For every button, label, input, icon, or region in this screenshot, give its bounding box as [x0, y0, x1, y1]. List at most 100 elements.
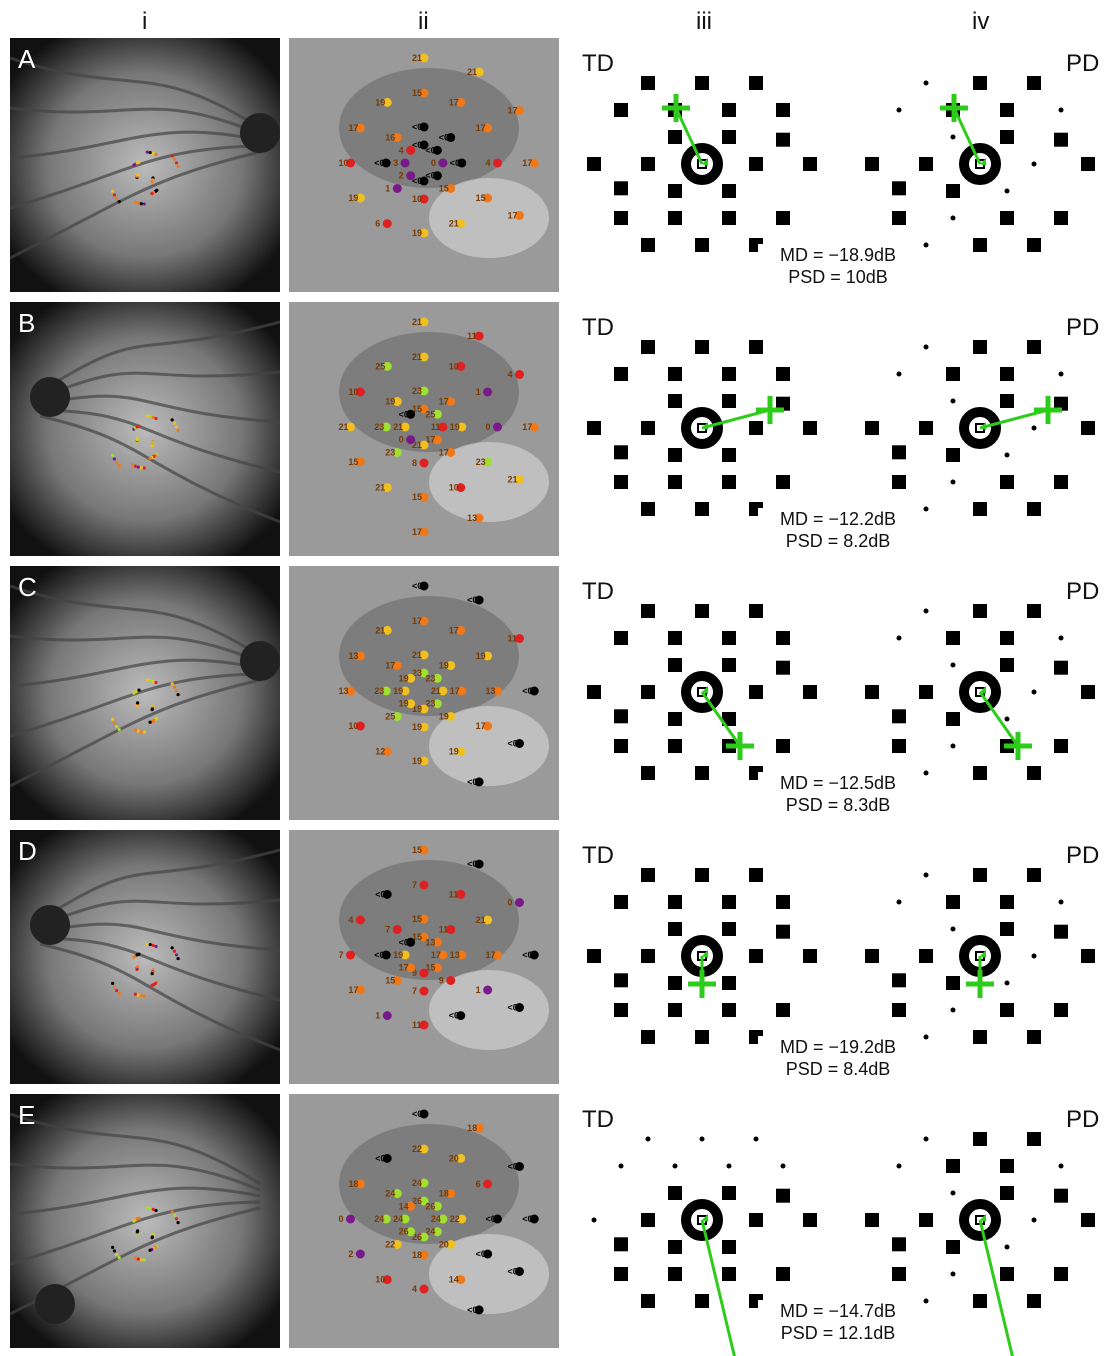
vf-point-normal [1004, 1244, 1010, 1250]
threshold-point [474, 859, 484, 869]
vf-point-depressed [892, 709, 906, 724]
vf-point-depressed [946, 895, 960, 909]
fundus-stimulus-dot [136, 437, 140, 441]
vf-point-normal [1058, 635, 1064, 641]
vf-point-normal [1058, 107, 1064, 113]
fundus-stimulus-dot [142, 730, 146, 734]
microperimetry-image: 15 13 17 15 9 17 19 <0 15 11 13 9 7 15 <0 7 7 11 21 17 1 <0 11… [289, 830, 559, 1084]
vf-point-normal [923, 1034, 929, 1040]
vf-point-depressed [641, 340, 655, 354]
threshold-point [382, 361, 392, 371]
vf-point-depressed [668, 394, 682, 408]
vf-point-depressed [973, 76, 987, 90]
threshold-value: 9 [439, 975, 444, 985]
vf-point-normal [1031, 161, 1037, 167]
threshold-value: 15 [425, 963, 435, 973]
vf-point-depressed [722, 394, 736, 408]
vf-point-depressed [946, 712, 960, 726]
threshold-point [406, 699, 416, 709]
microperimetry-svg: 1525111721021<02317191782323192110102310… [289, 302, 559, 556]
fundus-stimulus-dot [170, 682, 174, 686]
fundus-svg [10, 830, 280, 1084]
threshold-point [456, 625, 466, 635]
vf-point-depressed [722, 631, 736, 645]
vf-point-depressed [749, 157, 763, 171]
fundus-stimulus-dot [145, 942, 149, 946]
arrow-head [702, 158, 708, 166]
vf-point-normal [672, 1163, 678, 1169]
threshold-point [419, 404, 429, 414]
vf-point-depressed [641, 685, 655, 699]
threshold-point [446, 183, 456, 193]
threshold-value: 21 [467, 67, 477, 77]
vf-point-depressed [946, 1240, 960, 1254]
threshold-point [406, 1201, 416, 1211]
fundus-stimulus-dot [172, 421, 177, 425]
threshold-point [419, 986, 429, 996]
vf-point-normal [923, 344, 929, 350]
row-label: A [18, 44, 36, 74]
vf-point-normal [950, 1007, 956, 1013]
vf-point-depressed [722, 1186, 736, 1200]
threshold-value: 24 [412, 1178, 422, 1188]
vf-point-depressed [668, 1240, 682, 1254]
threshold-point [483, 123, 493, 133]
vessel [10, 658, 261, 688]
vf-point-depressed [614, 475, 628, 489]
threshold-value: 19 [476, 651, 486, 661]
threshold-point [529, 1214, 539, 1224]
mean-deviation: MD = −19.2dB [779, 1037, 897, 1057]
threshold-point [346, 686, 355, 696]
fundus-stimulus-dot [136, 201, 140, 205]
vf-point-depressed [641, 502, 655, 516]
fundus-stimulus-dot [136, 1229, 140, 1233]
vf-point-depressed [1054, 739, 1068, 753]
threshold-point [483, 387, 493, 397]
vessel [10, 150, 261, 260]
threshold-point [514, 634, 524, 643]
pattern-standard-deviation: PSD = 8.4dB [785, 1059, 891, 1079]
pcp-arrow [700, 691, 742, 747]
vf-point-depressed [587, 421, 601, 435]
threshold-point [419, 845, 429, 855]
fundus-stimulus-dot [176, 956, 180, 961]
threshold-point [457, 1214, 467, 1224]
fundus-stimulus-dot [142, 994, 146, 998]
threshold-value: 17 [431, 950, 441, 960]
threshold-value: 23 [425, 673, 435, 683]
fundus-stimulus-dot [136, 465, 140, 469]
vessel [39, 414, 280, 524]
mean-deviation: MD = −14.7dB [779, 1301, 897, 1321]
vf-point-depressed [1000, 1267, 1014, 1281]
vf-point-depressed [776, 1267, 790, 1281]
vf-point-depressed [973, 1294, 987, 1308]
threshold-value: <0 [399, 937, 409, 947]
vf-point-depressed [641, 421, 655, 435]
threshold-value: <0 [467, 1305, 477, 1315]
vf-point-depressed [695, 1030, 709, 1044]
vf-point-depressed [722, 922, 736, 936]
vf-point-depressed [1000, 475, 1014, 489]
central-ring [959, 407, 1001, 449]
central-ring [681, 143, 723, 185]
threshold-value: 10 [449, 483, 459, 493]
threshold-point [355, 1179, 365, 1189]
threshold-point [474, 777, 484, 787]
fundus-stimulus-dot [150, 180, 154, 184]
vessel [39, 320, 280, 394]
threshold-value: 2 [348, 1249, 353, 1259]
vf-point-depressed [614, 631, 628, 645]
fundus-stimulus-dot [170, 418, 174, 422]
threshold-point [457, 158, 467, 168]
threshold-point [419, 616, 429, 626]
threshold-value: <0 [476, 1249, 486, 1259]
vf-point-depressed [641, 1030, 655, 1044]
vf-point-normal [950, 134, 956, 140]
threshold-value: <0 [507, 1267, 517, 1277]
vf-point-depressed [1000, 658, 1014, 672]
threshold-value: 14 [449, 1275, 459, 1285]
pd-label: PD [1066, 314, 1100, 341]
vf-point-normal [1058, 899, 1064, 905]
threshold-value: 17 [348, 985, 358, 995]
threshold-value: <0 [425, 145, 435, 155]
